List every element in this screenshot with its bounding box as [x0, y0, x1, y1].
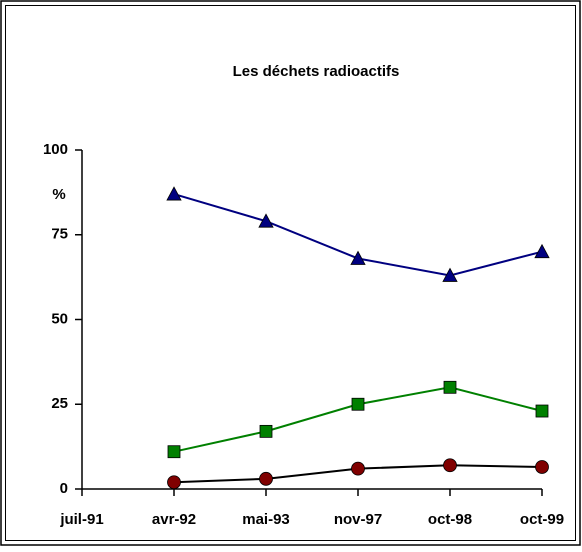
- marker: [258, 213, 274, 228]
- x-tick-label: oct-99: [520, 511, 564, 528]
- chart-title: Les déchets radioactifs: [233, 63, 400, 80]
- x-tick-label: avr-92: [152, 511, 196, 528]
- marker: [351, 397, 365, 411]
- x-tick-label: mai-93: [242, 511, 290, 528]
- marker: [259, 471, 273, 486]
- y-tick-label: 75: [51, 226, 68, 243]
- marker: [350, 250, 366, 265]
- y-tick-label: 25: [51, 395, 68, 412]
- y-axis-label: %: [52, 186, 65, 203]
- marker: [351, 461, 365, 476]
- marker: [535, 460, 549, 474]
- marker: [443, 458, 457, 473]
- marker: [534, 243, 550, 259]
- x-tick-label: oct-98: [428, 511, 472, 528]
- marker: [535, 404, 549, 418]
- marker: [442, 267, 458, 282]
- marker: [166, 186, 182, 201]
- y-tick-label: 0: [60, 480, 68, 497]
- marker: [167, 475, 181, 490]
- x-tick-label: juil-91: [59, 511, 103, 528]
- marker: [167, 445, 181, 459]
- marker: [259, 424, 273, 438]
- marker: [443, 380, 457, 394]
- y-tick-label: 100: [43, 141, 68, 158]
- x-tick-label: nov-97: [334, 511, 382, 528]
- inner-frame: [5, 5, 576, 541]
- y-tick-label: 50: [51, 310, 68, 327]
